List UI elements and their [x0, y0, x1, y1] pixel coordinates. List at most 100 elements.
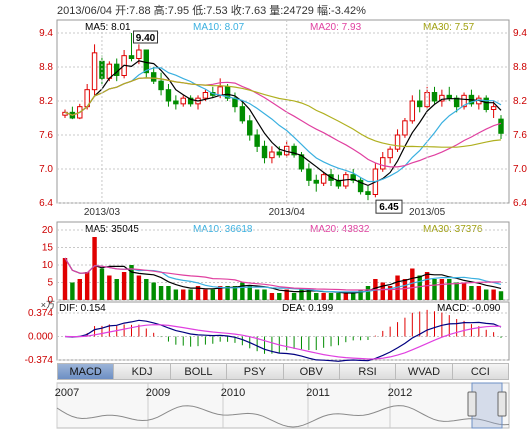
- candle-body: [143, 49, 150, 74]
- volume-bar: [195, 286, 201, 300]
- volume-bar: [387, 286, 393, 300]
- volume-bar: [269, 293, 275, 300]
- price-tick-left: 6.4: [39, 198, 53, 209]
- header-change: 幅:-3.42%: [316, 5, 366, 17]
- candle-body: [247, 120, 253, 136]
- volume-bar: [277, 293, 282, 300]
- candle-body: [165, 89, 172, 102]
- volume-bar: [454, 282, 459, 300]
- overview-right-handle[interactable]: [497, 391, 507, 417]
- price-tick-left: 7.6: [39, 130, 53, 141]
- overview-year-label: 2010: [221, 387, 245, 399]
- volume-bar: [107, 275, 112, 300]
- volume-bar: [291, 293, 297, 300]
- candle-body: [232, 97, 238, 108]
- volume-tick: 20: [42, 225, 54, 236]
- candle-body: [217, 86, 223, 96]
- overview-trace: [56, 405, 510, 428]
- header-close: 收:7.63: [230, 5, 267, 17]
- candle-body: [439, 94, 445, 102]
- ma30-label: MA30: 7.57: [423, 22, 475, 33]
- ma30-line: [64, 77, 502, 148]
- volume-bar: [114, 279, 119, 300]
- volume-bar: [84, 272, 90, 300]
- volume-bar: [484, 289, 489, 300]
- price-tick-left: 8.8: [39, 62, 53, 73]
- volume-bar: [402, 279, 408, 300]
- volume-bar: [225, 286, 230, 300]
- candle-body: [416, 100, 423, 108]
- candle-body: [409, 100, 416, 122]
- volume-bar: [254, 289, 260, 300]
- candle-body: [380, 157, 386, 170]
- candle-body: [276, 151, 283, 156]
- macd-tick: -0.374: [25, 355, 54, 366]
- tab-cci[interactable]: CCI: [452, 363, 509, 380]
- volume-bar: [328, 293, 334, 300]
- ma10-label: MA10: 8.07: [193, 22, 245, 33]
- volume-bar: [166, 286, 171, 300]
- ma10-line: [64, 67, 502, 183]
- volume-bar: [121, 272, 127, 300]
- vol-ma5-line: [64, 257, 502, 294]
- header-open: 开:7.88: [115, 5, 151, 17]
- volume-bar: [232, 286, 238, 300]
- candle-body: [394, 134, 401, 150]
- ma20-label: MA20: 7.93: [310, 22, 362, 33]
- volume-bar: [70, 282, 75, 300]
- header-date: 2013/06/04: [57, 5, 113, 17]
- candle-body: [313, 179, 319, 184]
- tab-psy[interactable]: PSY: [227, 363, 284, 380]
- header-low: 低:7.53: [192, 5, 228, 17]
- volume-bar: [210, 289, 216, 300]
- tab-rsi[interactable]: RSI: [339, 363, 397, 380]
- overview-year-label: 2012: [388, 387, 412, 399]
- overview-navigator[interactable]: 2007 2009 2010 2011 2012: [0, 380, 531, 430]
- macd-tick: 0.000: [28, 332, 53, 343]
- volume-bar: [217, 286, 223, 300]
- tab-macd[interactable]: MACD: [57, 363, 115, 380]
- candle-body: [387, 148, 393, 159]
- volume-bar: [247, 286, 252, 300]
- vol-ma30-label: MA30: 37376: [423, 224, 483, 235]
- volume-bar: [144, 279, 149, 300]
- price-tick-left: 7.0: [39, 164, 53, 175]
- volume-bar: [99, 268, 105, 300]
- overview-left-handle[interactable]: [467, 391, 477, 417]
- volume-bar: [314, 293, 319, 300]
- volume-bar: [410, 268, 415, 300]
- ma5-line: [64, 60, 502, 187]
- volume-bar: [461, 282, 467, 300]
- volume-bar: [129, 265, 134, 300]
- volume-bar: [343, 293, 349, 300]
- tab-kdj[interactable]: KDJ: [114, 363, 171, 380]
- candle-body: [365, 191, 371, 196]
- price-panel-frame: [56, 19, 510, 204]
- candle-body: [158, 80, 164, 91]
- candle-body: [320, 174, 327, 184]
- candle-body: [357, 179, 364, 193]
- volume-bar: [151, 282, 156, 300]
- tab-obv[interactable]: OBV: [283, 363, 340, 380]
- volume-bar: [181, 289, 186, 300]
- tab-boll[interactable]: BOLL: [170, 363, 228, 380]
- stock-chart[interactable]: 9.4 9.4 8.8 8.8 8.2 8.2 7.6 7.6 7.0 7.0 6.4 6.4 9.40…: [0, 0, 531, 366]
- volume-bar: [380, 282, 385, 300]
- candle-body: [254, 134, 260, 147]
- volume-bar: [432, 279, 437, 300]
- candle-body: [350, 174, 356, 181]
- volume-bar: [365, 286, 371, 300]
- date-label: 2013/03: [84, 207, 121, 218]
- vol-ma20-line: [64, 257, 502, 291]
- volume-bar: [321, 293, 326, 300]
- macd-panel-frame: [56, 301, 510, 361]
- overview-selection-window[interactable]: [471, 382, 503, 429]
- price-tick-right: 8.8: [513, 62, 527, 73]
- volume-bar: [173, 289, 179, 300]
- volume-bar: [62, 258, 68, 300]
- volume-bar: [284, 289, 289, 300]
- volume-tick: 10: [42, 260, 54, 271]
- volume-bar: [350, 293, 356, 300]
- candle-body: [91, 52, 98, 91]
- tab-wvad[interactable]: WVAD: [396, 363, 453, 380]
